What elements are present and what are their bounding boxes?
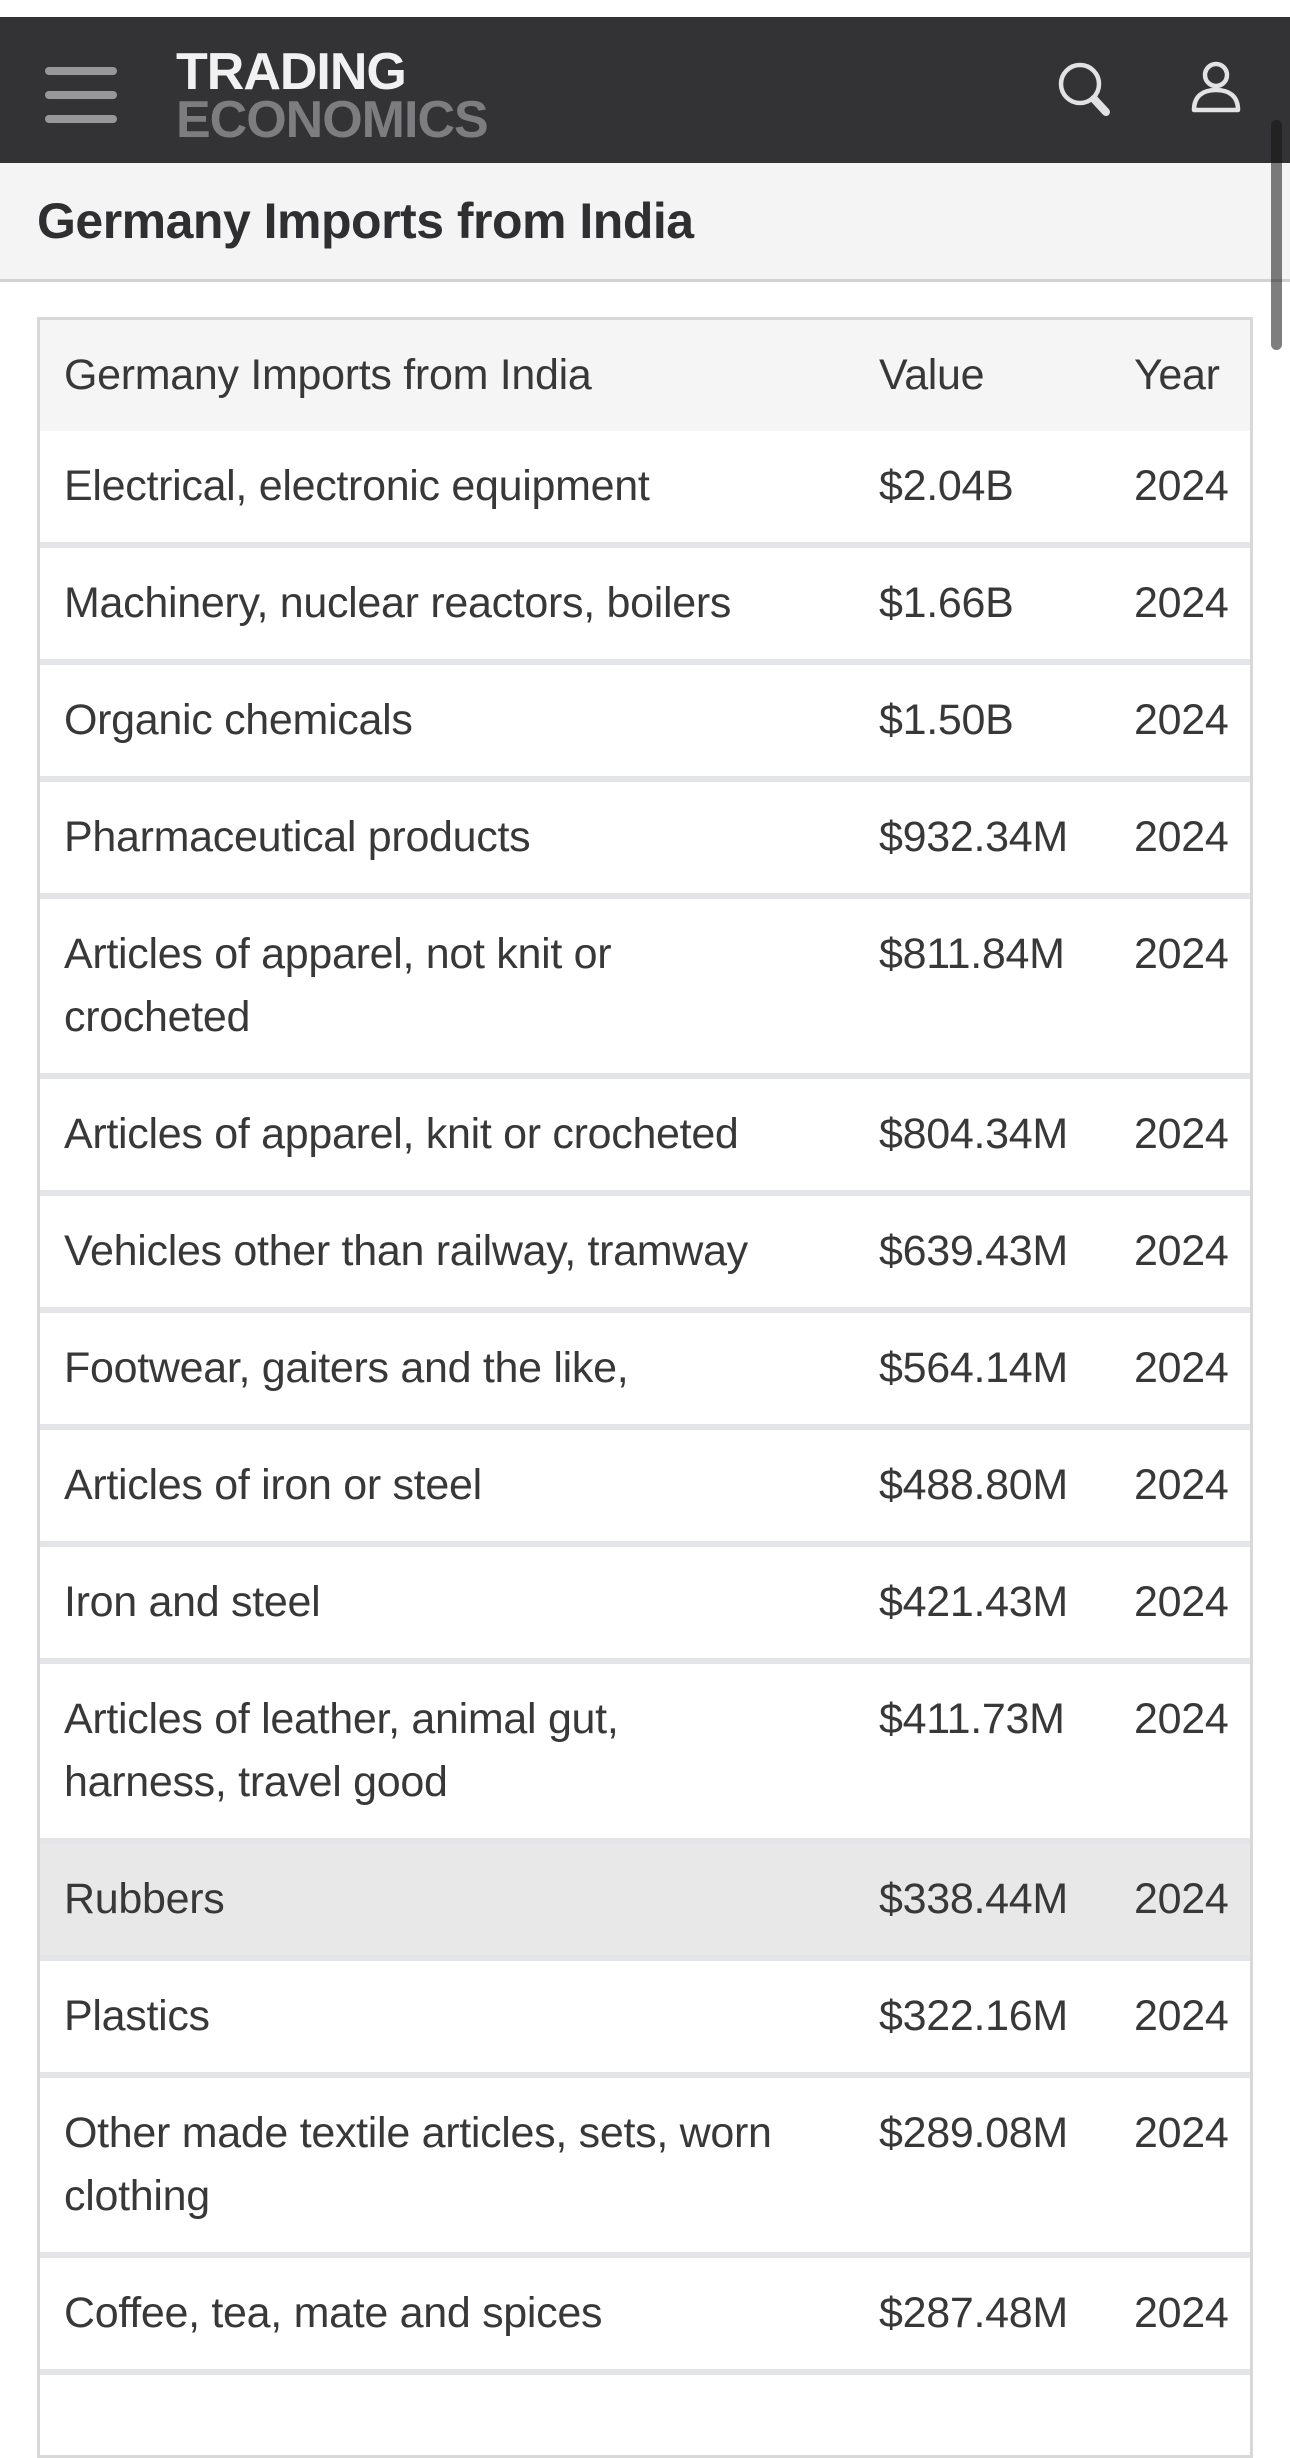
logo-line-2: ECONOMICS <box>176 91 489 149</box>
value-cell: $811.84M <box>879 930 1065 978</box>
category-cell: Footwear, gaiters and the like, <box>64 1344 629 1392</box>
value-cell: $564.14M <box>879 1344 1068 1392</box>
table-row[interactable]: Coffee, tea, mate and spices $287.48M 20… <box>40 2252 1250 2369</box>
value-cell: $1.50B <box>879 696 1014 744</box>
hamburger-bar <box>45 115 117 123</box>
category-cell: Pharmaceutical products <box>64 813 531 861</box>
table-header-row: Germany Imports from India Value Year <box>40 320 1250 431</box>
value-cell: $1.66B <box>879 579 1014 627</box>
table-row[interactable]: Pharmaceutical products $932.34M 2024 <box>40 776 1250 893</box>
value-cell: $488.80M <box>879 1461 1068 1509</box>
table-body: Electrical, electronic equipment $2.04B … <box>40 431 1250 2455</box>
value-cell: $287.48M <box>879 2289 1068 2337</box>
value-cell: $2.04B <box>879 462 1014 510</box>
column-header-year: Year <box>1134 351 1220 399</box>
table-row[interactable]: Articles of apparel, not knit or crochet… <box>40 893 1250 1073</box>
category-cell: Articles of apparel, knit or crocheted <box>64 1110 739 1158</box>
logo-line-1: TRADING <box>176 43 407 101</box>
status-bar-strip <box>0 0 1290 17</box>
page-title-bar: Germany Imports from India <box>0 163 1290 282</box>
category-cell: Articles of apparel, not knit or crochet… <box>64 930 612 1041</box>
year-cell: 2024 <box>1134 1695 1229 1743</box>
category-cell: Articles of iron or steel <box>64 1461 482 1509</box>
table-row[interactable]: Rubbers $338.44M 2024 <box>40 1838 1250 1955</box>
year-cell: 2024 <box>1134 2289 1229 2337</box>
category-cell: Organic chemicals <box>64 696 413 744</box>
value-cell: $421.43M <box>879 1578 1068 1626</box>
value-cell: $639.43M <box>879 1227 1068 1275</box>
column-header-value: Value <box>879 351 985 399</box>
table-row[interactable]: Iron and steel $421.43M 2024 <box>40 1541 1250 1658</box>
year-cell: 2024 <box>1134 1227 1229 1275</box>
category-cell: Machinery, nuclear reactors, boilers <box>64 579 732 627</box>
value-cell: $322.16M <box>879 1992 1068 2040</box>
scrollbar-thumb[interactable] <box>1271 120 1282 350</box>
year-cell: 2024 <box>1134 930 1229 978</box>
value-cell: $932.34M <box>879 813 1068 861</box>
trading-economics-logo[interactable]: TRADING ECONOMICS <box>176 43 489 149</box>
year-cell: 2024 <box>1134 1578 1229 1626</box>
year-cell: 2024 <box>1134 2109 1229 2157</box>
value-cell: $804.34M <box>879 1110 1068 1158</box>
category-cell: Plastics <box>64 1992 210 2040</box>
table-row[interactable]: Organic chemicals $1.50B 2024 <box>40 659 1250 776</box>
year-cell: 2024 <box>1134 1461 1229 1509</box>
hamburger-bar <box>45 67 117 75</box>
value-cell: $289.08M <box>879 2109 1068 2157</box>
hamburger-menu-button[interactable] <box>45 67 117 123</box>
year-cell: 2024 <box>1134 462 1229 510</box>
category-cell: Iron and steel <box>64 1578 321 1626</box>
value-cell: $411.73M <box>879 1695 1065 1743</box>
app-header: TRADING ECONOMICS <box>0 17 1290 163</box>
year-cell: 2024 <box>1134 1992 1229 2040</box>
year-cell: 2024 <box>1134 813 1229 861</box>
hamburger-bar <box>45 91 117 99</box>
header-actions <box>1054 59 1246 121</box>
category-cell: Electrical, electronic equipment <box>64 462 650 510</box>
search-icon[interactable] <box>1054 59 1116 121</box>
year-cell: 2024 <box>1134 1110 1229 1158</box>
table-row[interactable]: Articles of iron or steel $488.80M 2024 <box>40 1424 1250 1541</box>
value-cell: $338.44M <box>879 1875 1068 1923</box>
year-cell: 2024 <box>1134 696 1229 744</box>
table-row[interactable]: Articles of leather, animal gut, harness… <box>40 1658 1250 1838</box>
category-cell: Vehicles other than railway, tramway <box>64 1227 748 1275</box>
category-cell: Rubbers <box>64 1875 225 1923</box>
table-row[interactable]: Plastics $322.16M 2024 <box>40 1955 1250 2072</box>
category-cell: Articles of leather, animal gut, harness… <box>64 1695 619 1806</box>
table-row[interactable]: Footwear, gaiters and the like, $564.14M… <box>40 1307 1250 1424</box>
user-account-icon[interactable] <box>1186 60 1246 120</box>
page-title: Germany Imports from India <box>37 193 694 249</box>
category-cell: Other made textile articles, sets, worn … <box>64 2109 772 2220</box>
category-cell: Coffee, tea, mate and spices <box>64 2289 603 2337</box>
table-row[interactable]: Vehicles other than railway, tramway $63… <box>40 1190 1250 1307</box>
table-row[interactable]: Electrical, electronic equipment $2.04B … <box>40 431 1250 542</box>
year-cell: 2024 <box>1134 1344 1229 1392</box>
table-row[interactable]: Machinery, nuclear reactors, boilers $1.… <box>40 542 1250 659</box>
year-cell: 2024 <box>1134 1875 1229 1923</box>
table-row[interactable]: Other made textile articles, sets, worn … <box>40 2072 1250 2252</box>
year-cell: 2024 <box>1134 579 1229 627</box>
column-header-category: Germany Imports from India <box>64 351 592 399</box>
imports-table: Germany Imports from India Value Year El… <box>37 317 1253 2458</box>
table-row[interactable]: Articles of apparel, knit or crocheted $… <box>40 1073 1250 1190</box>
